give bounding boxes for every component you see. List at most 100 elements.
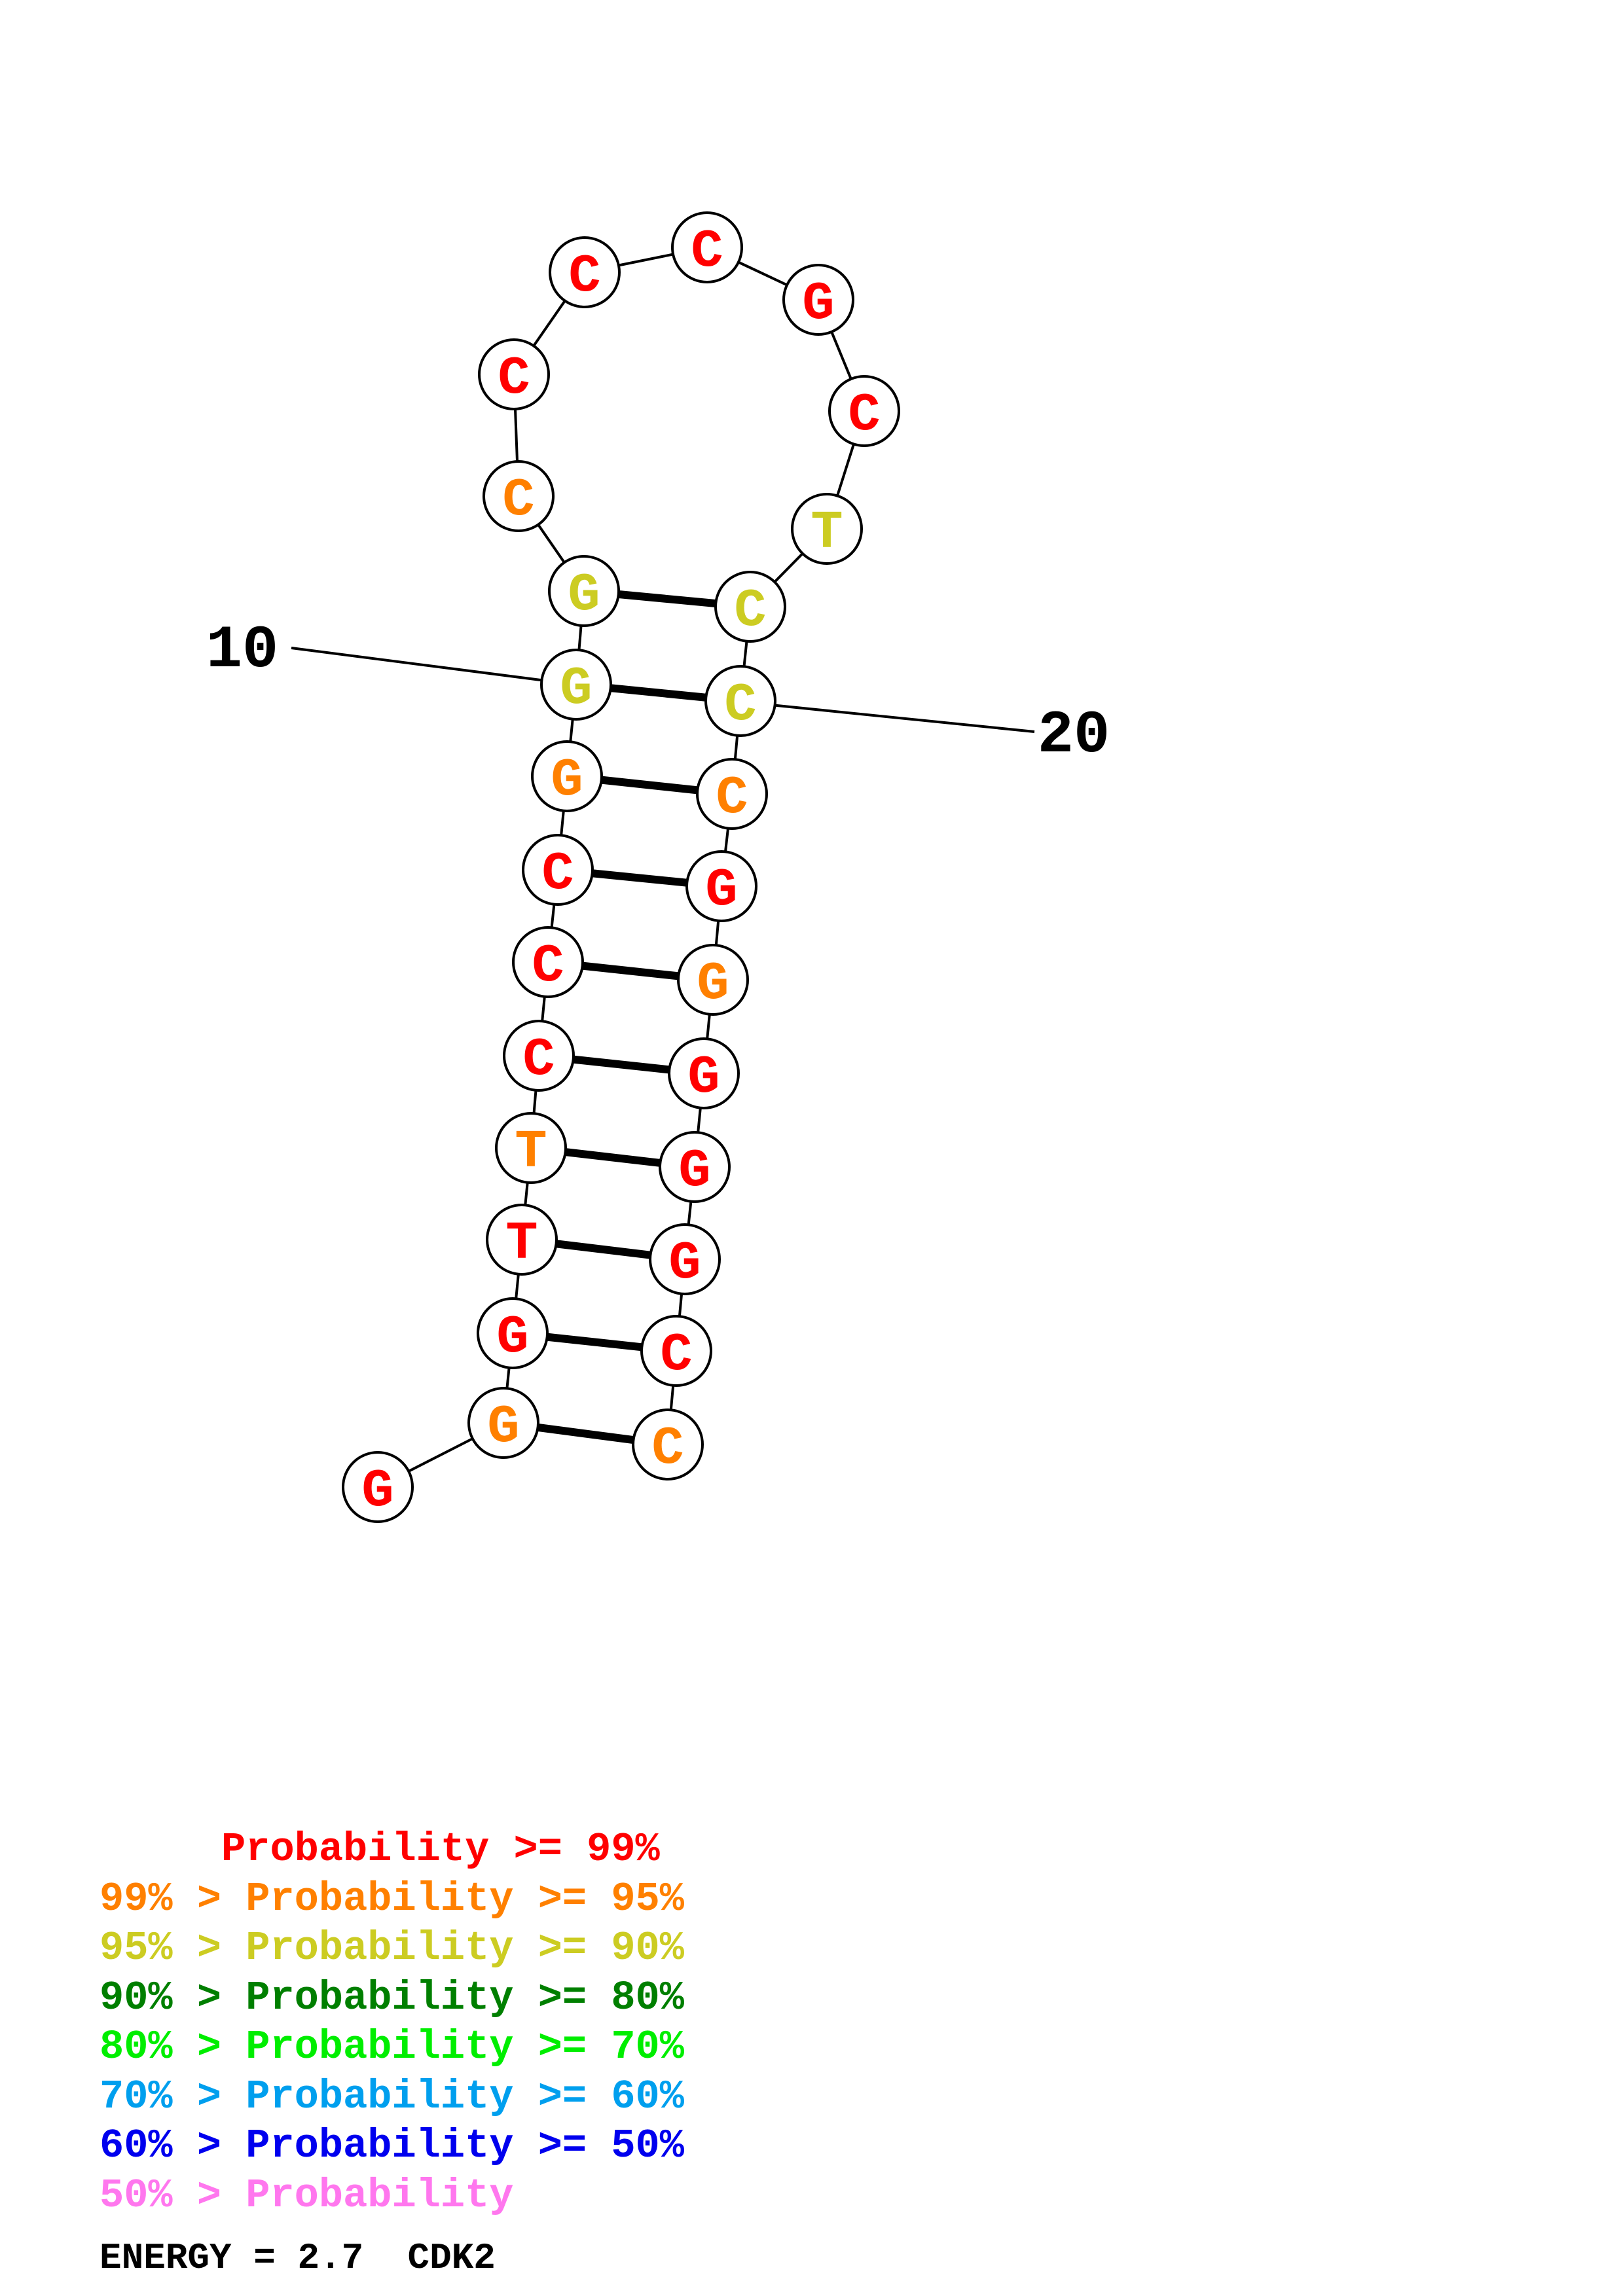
leader-line — [291, 647, 577, 686]
nucleotide-letter: G — [687, 1047, 720, 1108]
nucleotide-circle — [677, 944, 749, 1016]
nucleotide: C — [478, 338, 550, 410]
backbone — [377, 246, 866, 1488]
nucleotide-circle — [495, 1112, 567, 1184]
nucleotide-letter: G — [668, 1233, 701, 1294]
nucleotide: G — [540, 649, 612, 721]
nucleotide: C — [632, 1408, 704, 1480]
nucleotide-circle — [549, 236, 621, 308]
nucleotide-circle — [696, 758, 768, 830]
nucleotide-circle — [531, 740, 603, 812]
nucleotide-letter: T — [811, 503, 843, 564]
position-label-20: 20 — [1038, 701, 1110, 770]
nucleotide-circle — [685, 850, 757, 922]
legend-row: 70% > Probability >= 60% — [100, 2073, 684, 2120]
position-leader-lines — [291, 647, 1035, 733]
legend-row: 99% > Probability >= 95% — [100, 1875, 684, 1922]
nucleotide-letter: G — [496, 1307, 528, 1368]
nucleotide-letter: C — [498, 348, 530, 409]
nucleotide-circle — [467, 1387, 539, 1459]
nucleotide-letter: G — [560, 658, 592, 719]
nucleotide-circle — [512, 926, 584, 998]
nucleotide-circle — [342, 1451, 414, 1523]
nucleotide: G — [668, 1037, 740, 1109]
legend-row: 80% > Probability >= 70% — [100, 2024, 684, 2070]
legend-row: 95% > Probability >= 90% — [100, 1925, 684, 1971]
nucleotide-letter: C — [734, 581, 766, 641]
nucleotide-letter: C — [716, 768, 748, 829]
nucleotide: C — [696, 758, 768, 830]
nucleotide: G — [782, 264, 854, 336]
nucleotide-circle — [478, 338, 550, 410]
probability-legend: Probability >= 99% 99% > Probability >= 9… — [100, 1825, 684, 2220]
nucleotide-letter: G — [487, 1397, 519, 1458]
leader-line — [731, 700, 1035, 733]
nucleotide-letter: G — [705, 860, 737, 921]
nucleotide-circle — [828, 375, 900, 447]
nucleotide-letter: C — [660, 1325, 692, 1386]
nucleotide-circle — [791, 493, 863, 565]
nucleotide: T — [791, 493, 863, 565]
legend-row: 90% > Probability >= 80% — [100, 1974, 684, 2021]
nucleotide: G — [342, 1451, 414, 1523]
nucleotide: C — [549, 236, 621, 308]
nucleotide-letter: C — [848, 385, 880, 446]
nucleotide: G — [677, 944, 749, 1016]
nucleotide-circle — [668, 1037, 740, 1109]
nucleotide-letter: C — [502, 470, 534, 531]
nucleotide-letter: C — [532, 936, 564, 997]
nucleotide: G — [548, 555, 620, 627]
nucleotide-circle — [548, 555, 620, 627]
position-labels: 10 20 — [206, 616, 1110, 770]
nucleotide: G — [685, 850, 757, 922]
nucleotide-letter: C — [522, 1030, 555, 1090]
nucleotide: C — [512, 926, 584, 998]
energy-footer: ENERGY = 2.7 CDK2 — [100, 2237, 496, 2279]
nucleotide-circle — [782, 264, 854, 336]
nucleotide: C — [503, 1020, 575, 1092]
nucleotide-circle — [503, 1020, 575, 1092]
nucleotide-letter: T — [505, 1213, 538, 1274]
legend-row: Probability >= 99% — [100, 1826, 660, 1873]
nucleotide: T — [486, 1204, 558, 1276]
nucleotide-letter: G — [361, 1461, 393, 1522]
nucleotide: C — [704, 665, 776, 737]
nucleotide-letter: C — [724, 675, 756, 736]
nucleotide-letter: C — [651, 1418, 684, 1479]
nucleotide: C — [640, 1315, 712, 1387]
nucleotide: C — [483, 460, 555, 532]
legend-row: 60% > Probability >= 50% — [100, 2123, 684, 2169]
nucleotide-circle — [486, 1204, 558, 1276]
nucleotide-letter: G — [802, 274, 834, 334]
nucleotide: G — [467, 1387, 539, 1459]
nucleotide-letter: C — [691, 221, 723, 282]
nucleotide-circle — [640, 1315, 712, 1387]
nucleotide-letter: C — [541, 844, 574, 905]
nucleotide-circle — [704, 665, 776, 737]
nucleotide: G — [531, 740, 603, 812]
nucleotide: G — [649, 1223, 721, 1295]
nucleotide-circle — [477, 1297, 549, 1369]
nucleotide: C — [522, 834, 594, 906]
nucleotide-circle — [540, 649, 612, 721]
nucleotide-circle — [714, 571, 786, 643]
nucleotide-circle — [632, 1408, 704, 1480]
nucleotide: C — [828, 375, 900, 447]
nucleotide-circle — [483, 460, 555, 532]
nucleotide-letter: T — [515, 1122, 547, 1183]
nucleotide-circle — [659, 1131, 731, 1203]
nucleotide-letter: G — [697, 954, 729, 1014]
nucleotide-circle — [522, 834, 594, 906]
nucleotide: C — [714, 571, 786, 643]
nucleotide: C — [671, 211, 743, 283]
nucleotide: G — [659, 1131, 731, 1203]
nucleotide: G — [477, 1297, 549, 1369]
nucleotide-letter: G — [568, 565, 600, 626]
position-label-10: 10 — [206, 616, 278, 685]
legend-row: 50% > Probability — [100, 2172, 514, 2219]
nucleotide: T — [495, 1112, 567, 1184]
nucleotide-letter: C — [568, 246, 600, 307]
nucleotide-circle — [649, 1223, 721, 1295]
